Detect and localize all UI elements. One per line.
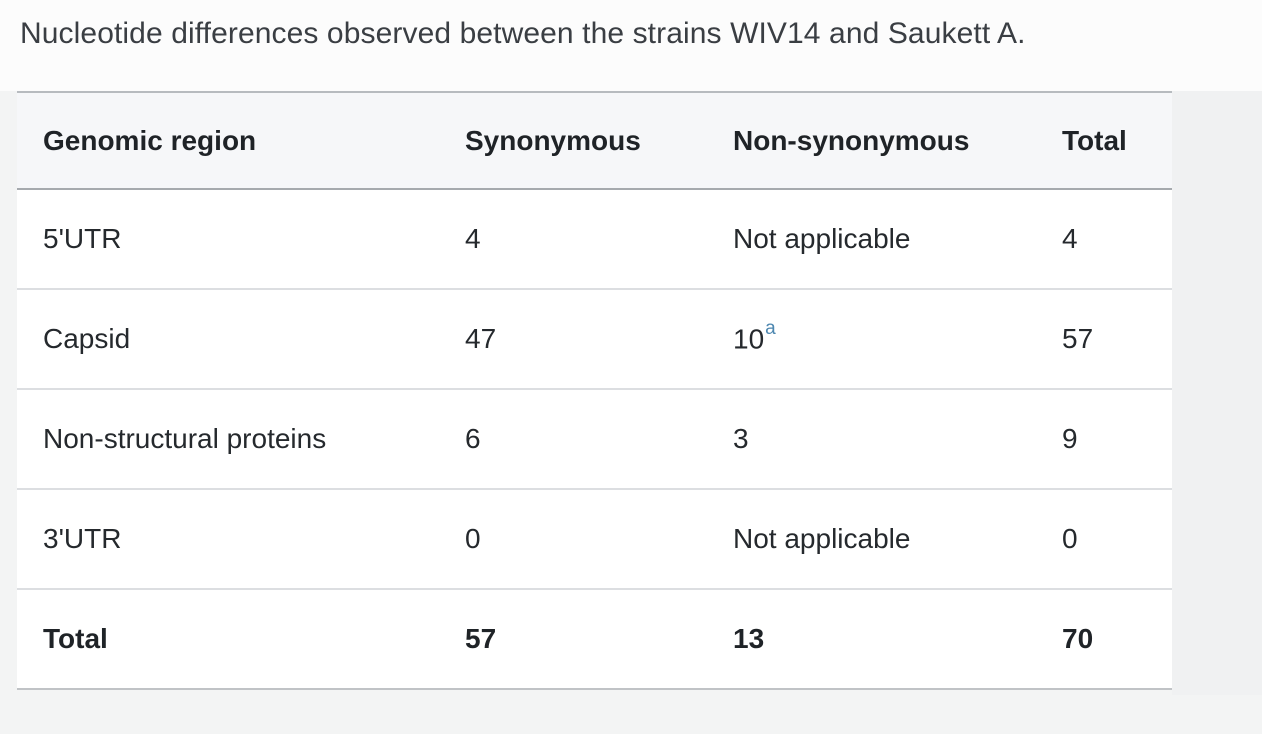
nucleotide-differences-table: Genomic region Synonymous Non-synonymous… — [17, 91, 1172, 690]
table-row-5utr: 5'UTR 4 Not applicable 4 — [17, 189, 1172, 289]
table-row-non-structural-proteins: Non-structural proteins 6 3 9 — [17, 389, 1172, 489]
table-row-capsid: Capsid 47 10a 57 — [17, 289, 1172, 389]
bottom-background-strip — [0, 695, 1262, 734]
right-background-strip — [1172, 91, 1262, 695]
cell-total: 4 — [1062, 223, 1078, 254]
table-caption: Nucleotide differences observed between … — [20, 17, 1026, 50]
cell-non-synonymous: 3 — [733, 423, 749, 454]
cell-region: Total — [43, 623, 108, 654]
cell-total: 70 — [1062, 623, 1094, 654]
table-row-total: Total 57 13 70 — [17, 589, 1172, 689]
cell-total: 57 — [1062, 323, 1094, 354]
cell-non-synonymous: Not applicable — [733, 523, 911, 554]
cell-total: 9 — [1062, 423, 1078, 454]
cell-non-synonymous: 10a — [733, 289, 1062, 389]
cell-value: 10 — [733, 323, 765, 355]
title-band — [0, 0, 1262, 91]
table-row-3utr: 3'UTR 0 Not applicable 0 — [17, 489, 1172, 589]
cell-non-synonymous: 13 — [733, 623, 765, 654]
data-table: Genomic region Synonymous Non-synonymous… — [17, 91, 1172, 690]
cell-synonymous: 57 — [465, 623, 497, 654]
footnote-a-link[interactable]: a — [765, 318, 776, 340]
column-header-non-synonymous: Non-synonymous — [733, 124, 970, 156]
column-header-genomic-region: Genomic region — [43, 124, 257, 156]
cell-region: 5'UTR — [43, 223, 122, 254]
cell-total: 0 — [1062, 523, 1078, 554]
header-row: Genomic region Synonymous Non-synonymous… — [17, 92, 1172, 189]
cell-non-synonymous: Not applicable — [733, 223, 911, 254]
column-header-total: Total — [1062, 124, 1127, 156]
column-header-synonymous: Synonymous — [465, 124, 641, 156]
cell-synonymous: 47 — [465, 323, 497, 354]
cell-region: Non-structural proteins — [43, 423, 327, 454]
cell-synonymous: 4 — [465, 223, 481, 254]
cell-region: Capsid — [43, 323, 131, 354]
cell-synonymous: 6 — [465, 423, 481, 454]
cell-synonymous: 0 — [465, 523, 481, 554]
cell-region: 3'UTR — [43, 523, 122, 554]
